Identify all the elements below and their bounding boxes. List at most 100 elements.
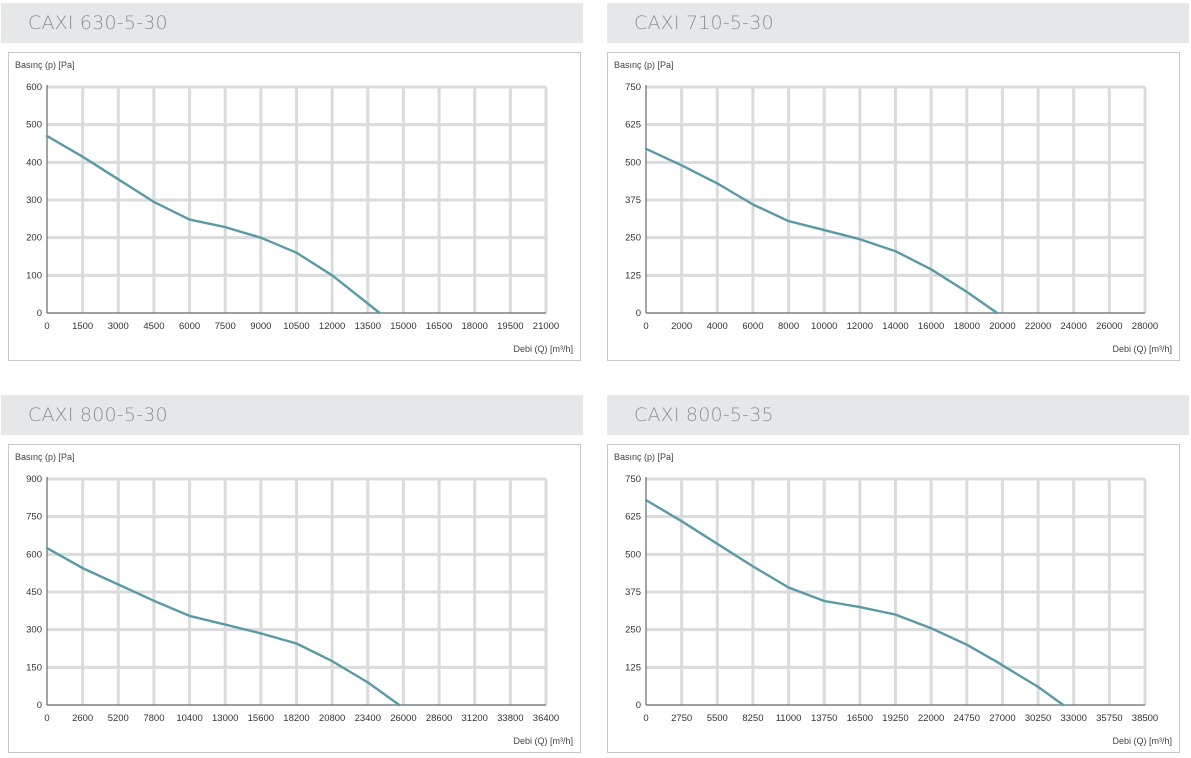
chart-title: CAXI 710-5-30 [634,12,774,34]
x-tick-label: 1500 [72,321,93,332]
x-tick-label: 13500 [355,321,381,332]
y-tick-label: 250 [625,233,641,244]
x-tick-label: 23400 [355,713,381,724]
x-tick-label: 21000 [533,321,559,332]
chart-frame: Basınç (p) [Pa] Debi (Q) [m³/h] 0 2600 520… [8,444,581,753]
y-axis-label: Basınç (p) [Pa] [614,60,674,70]
x-tick-label: 26000 [390,713,416,724]
y-tick-label: 900 [26,474,42,485]
x-tick-label: 13750 [811,713,837,724]
x-tick-label: 18200 [283,713,309,724]
y-tick-label: 750 [625,474,641,485]
x-tick-label: 10000 [811,321,837,332]
x-axis-label: Debi (Q) [m³/h] [513,736,573,746]
y-tick-label: 250 [625,625,641,636]
x-tick-label: 33800 [497,713,523,724]
x-tick-label: 15000 [390,321,416,332]
x-tick-label: 35750 [1096,713,1122,724]
x-tick-label: 2750 [671,713,692,724]
x-tick-label: 24000 [1061,321,1087,332]
y-tick-label: 625 [625,512,641,523]
x-tick-label: 7800 [143,713,164,724]
x-tick-label: 4500 [143,321,164,332]
chart-svg: 0 2600 5200 7800 10400 13000 15600 18200 20800 23… [26,474,559,724]
chart-frame: Basınç (p) [Pa] Debi (Q) [m³/h] 0 2750 550… [607,444,1180,753]
y-tick-label: 375 [625,195,641,206]
y-tick-label: 150 [26,662,42,673]
chart-panel-3: CAXI 800-5-30 Basınç (p) [Pa] Debi (Q) [… [1,395,583,755]
x-tick-label: 10500 [283,321,309,332]
y-axis-label: Basınç (p) [Pa] [614,452,674,462]
y-tick-label: 0 [37,700,42,711]
y-tick-label: 0 [636,700,641,711]
chart-title: CAXI 630-5-30 [28,12,168,34]
y-tick-label: 600 [26,549,42,560]
y-axis-label: Basınç (p) [Pa] [15,60,75,70]
chart-svg: 0 1500 3000 4500 6000 7500 9000 10500 12000 13500… [26,82,559,332]
y-tick-label: 200 [26,233,42,244]
x-tick-label: 6000 [179,321,200,332]
x-tick-label: 33000 [1061,713,1087,724]
y-tick-label: 500 [26,120,42,131]
x-tick-label: 6000 [742,321,763,332]
x-tick-label: 19500 [497,321,523,332]
x-tick-label: 3000 [108,321,129,332]
y-tick-label: 300 [26,195,42,206]
x-tick-label: 16500 [426,321,452,332]
y-tick-label: 300 [26,625,42,636]
x-tick-label: 5500 [707,713,728,724]
chart-header: CAXI 800-5-35 [607,395,1189,435]
x-tick-label: 27000 [989,713,1015,724]
x-axis-label: Debi (Q) [m³/h] [513,344,573,354]
x-tick-label: 2600 [72,713,93,724]
x-tick-label: 10400 [176,713,202,724]
chart-title: CAXI 800-5-30 [28,404,168,426]
x-tick-label: 9000 [250,321,271,332]
chart-panel-2: CAXI 710-5-30 Basınç (p) [Pa] Debi (Q) [… [607,3,1189,361]
chart-svg: 0 2000 4000 6000 8000 10000 12000 14000 16000 180… [625,82,1158,332]
x-tick-label: 12000 [847,321,873,332]
x-tick-label: 18000 [462,321,488,332]
x-tick-label: 19250 [882,713,908,724]
x-tick-label: 12000 [319,321,345,332]
x-axis-label: Debi (Q) [m³/h] [1112,344,1172,354]
y-tick-label: 375 [625,587,641,598]
x-tick-label: 20800 [319,713,345,724]
x-tick-label: 2000 [671,321,692,332]
series-line [644,498,1065,707]
y-tick-label: 0 [37,308,42,319]
x-tick-label: 16000 [918,321,944,332]
y-tick-label: 500 [625,549,641,560]
y-tick-label: 0 [636,308,641,319]
y-axis-label: Basınç (p) [Pa] [15,452,75,462]
chart-header: CAXI 710-5-30 [607,3,1189,43]
chart-frame: Basınç (p) [Pa] Debi (Q) [m³/h] 0 2000 400… [607,52,1180,361]
x-tick-label: 18000 [954,321,980,332]
series-line [45,546,401,707]
chart-panel-1: CAXI 630-5-30 Basınç (p) [Pa] Debi (Q) [… [1,3,583,361]
x-tick-label: 0 [44,321,49,332]
y-tick-label: 600 [26,82,42,93]
x-tick-label: 30250 [1025,713,1051,724]
y-tick-label: 750 [625,82,641,93]
x-axis-label: Debi (Q) [m³/h] [1112,736,1172,746]
x-tick-label: 28600 [426,713,452,724]
y-tick-label: 750 [26,512,42,523]
y-tick-label: 125 [625,270,641,281]
x-tick-label: 20000 [989,321,1015,332]
x-tick-label: 11000 [776,713,802,724]
series-line [45,134,381,315]
chart-frame: Basınç (p) [Pa] Debi (Q) [m³/h] 0 1500 300… [8,52,581,361]
y-tick-label: 450 [26,587,42,598]
y-tick-label: 500 [625,157,641,168]
x-tick-label: 31200 [462,713,488,724]
x-tick-label: 15600 [248,713,274,724]
x-tick-label: 22000 [1025,321,1051,332]
chart-header: CAXI 800-5-30 [1,395,583,435]
x-tick-label: 16500 [847,713,873,724]
x-tick-label: 0 [643,713,648,724]
x-tick-label: 5200 [108,713,129,724]
y-tick-label: 400 [26,157,42,168]
series-line [644,147,999,315]
x-tick-label: 0 [44,713,49,724]
